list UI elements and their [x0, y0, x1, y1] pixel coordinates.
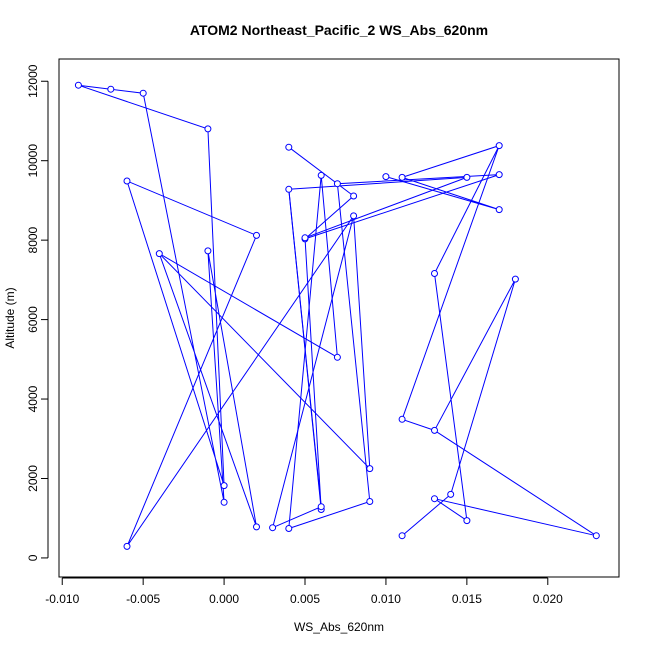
data-point	[253, 231, 260, 239]
data-point	[269, 524, 277, 532]
data-series	[74, 81, 600, 550]
data-point	[511, 275, 519, 283]
y-tick-label: 4000	[26, 385, 40, 412]
y-tick-label: 12000	[26, 64, 40, 98]
data-point	[350, 192, 358, 200]
x-tick-label: 0.005	[290, 592, 320, 606]
data-point	[463, 517, 471, 525]
data-point	[204, 247, 212, 255]
data-point	[285, 143, 293, 151]
x-axis: -0.010 -0.005 0.000 0.005 0.010 0.015 0.020	[45, 577, 563, 606]
data-point	[123, 542, 131, 550]
data-point	[285, 525, 293, 532]
data-point	[592, 532, 600, 540]
series-line-2	[159, 146, 500, 530]
y-tick-label: 0	[26, 554, 40, 561]
data-point	[495, 206, 503, 214]
data-point	[350, 212, 358, 220]
data-point	[366, 465, 374, 473]
data-point	[301, 234, 309, 242]
data-point	[447, 490, 455, 498]
data-point	[333, 180, 341, 188]
data-point	[123, 177, 131, 185]
x-tick-label: 0.020	[533, 592, 563, 606]
data-point	[366, 498, 374, 505]
data-point	[285, 185, 293, 193]
y-tick-label: 8000	[26, 226, 40, 253]
y-axis-label: Altitude (m)	[3, 287, 17, 348]
data-point	[431, 270, 438, 277]
data-point	[155, 250, 163, 258]
data-point	[398, 173, 406, 181]
series-line-6	[401, 273, 597, 537]
data-point	[220, 482, 228, 490]
y-tick-label: 6000	[26, 306, 40, 333]
data-point	[253, 523, 260, 531]
data-point	[463, 173, 471, 181]
y-axis: 0 2000 4000 6000 8000 10000 12000	[26, 64, 49, 561]
x-tick-label: -0.010	[45, 592, 79, 606]
data-point	[398, 415, 406, 423]
data-point	[107, 85, 115, 93]
y-tick-label: 2000	[26, 465, 40, 492]
series-line-5	[434, 145, 500, 274]
x-axis-label: WS_Abs_620nm	[294, 620, 384, 634]
x-tick-label: 0.000	[209, 592, 239, 606]
series-line-4	[385, 144, 501, 431]
data-point	[220, 498, 228, 506]
data-point	[74, 81, 82, 89]
x-tick-label: 0.010	[371, 592, 401, 606]
data-point	[495, 142, 503, 150]
data-point	[495, 171, 503, 179]
plot-frame	[58, 58, 620, 578]
data-point	[431, 495, 438, 503]
data-point	[317, 503, 325, 511]
data-point	[204, 125, 212, 133]
data-point	[398, 532, 406, 540]
series-line-7	[272, 215, 355, 528]
data-point	[382, 173, 390, 181]
data-point	[333, 353, 341, 361]
y-tick-label: 10000	[26, 144, 40, 178]
data-point	[139, 89, 147, 97]
x-tick-label: 0.015	[452, 592, 482, 606]
chart-title: ATOM2 Northeast_Pacific_2 WS_Abs_620nm	[190, 22, 488, 38]
data-point	[317, 171, 325, 179]
x-tick-label: -0.005	[126, 592, 160, 606]
data-point	[431, 426, 438, 434]
